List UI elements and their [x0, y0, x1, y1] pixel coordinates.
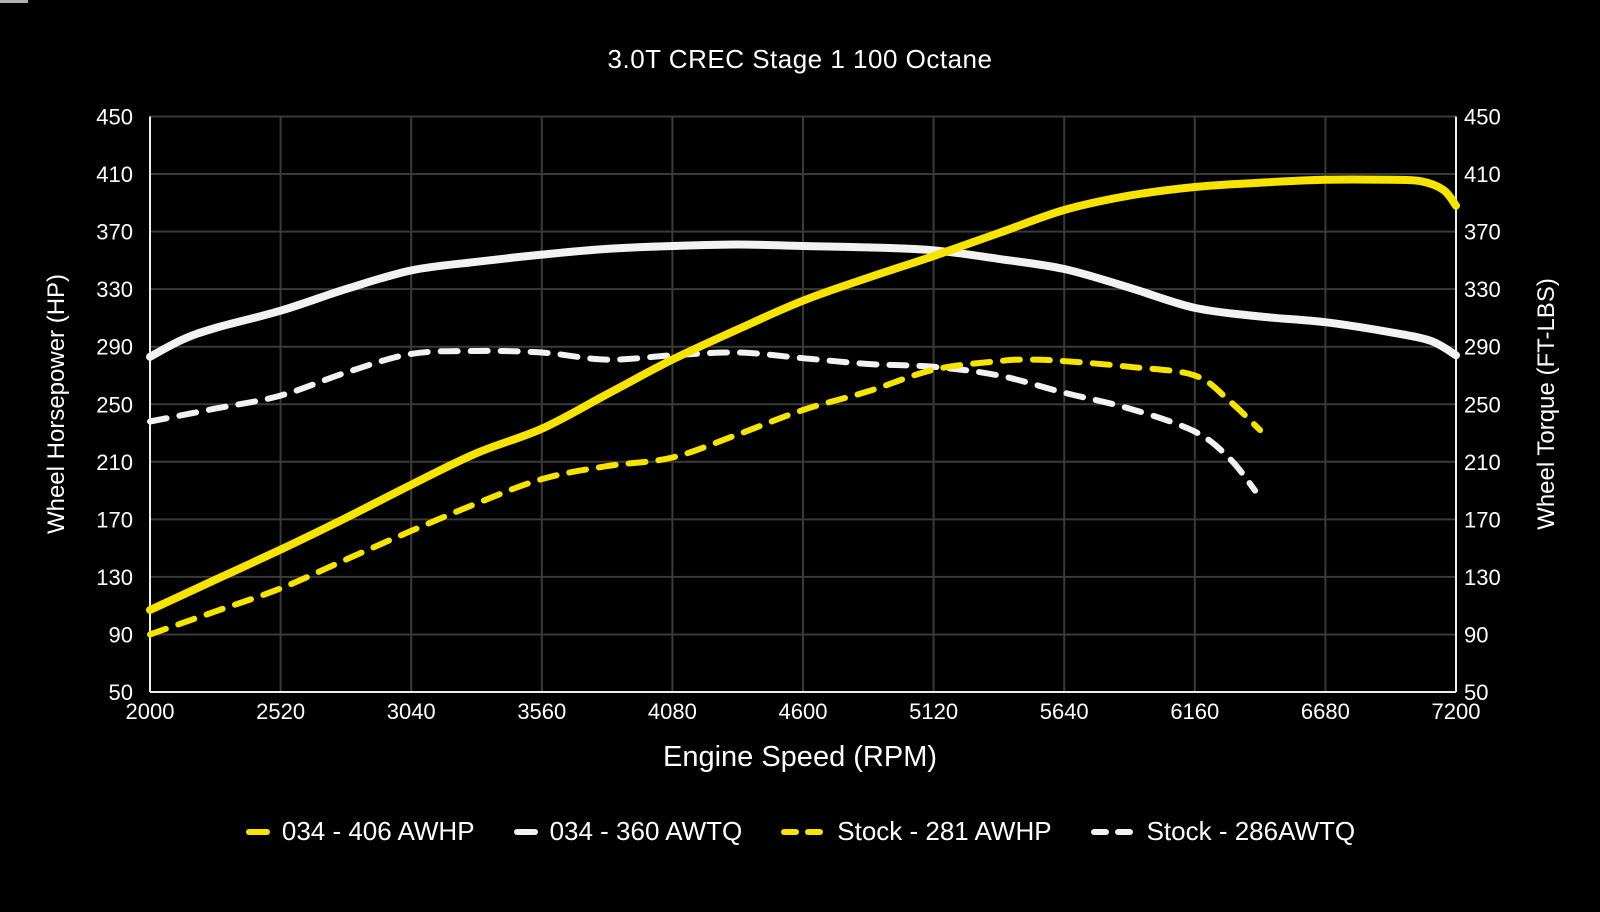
y-tick-label-right: 330	[1464, 277, 1501, 302]
curve-stock-281-awhp	[147, 356, 1264, 638]
y-tick-label-left: 90	[109, 622, 133, 647]
y-tick-label-right: 170	[1464, 507, 1501, 532]
legend-label: 034 - 360 AWTQ	[549, 816, 743, 846]
legend-item-stock-286awtq: Stock - 286AWTQ	[1090, 816, 1356, 847]
legend-item-034-360-awtq: 034 - 360 AWTQ	[513, 816, 743, 847]
legend-label: Stock - 286AWTQ	[1146, 816, 1356, 846]
y-tick-label-right: 370	[1464, 220, 1501, 245]
x-tick-label: 2520	[256, 699, 305, 724]
y-tick-label-left: 250	[96, 392, 133, 417]
y-axis-title-right: Wheel Torque (FT-LBS)	[1533, 278, 1560, 530]
y-tick-label-right: 210	[1464, 450, 1501, 475]
curve-034-360-awtq	[146, 240, 1460, 361]
y-tick-label-left: 290	[96, 335, 133, 360]
y-tick-label-left: 370	[96, 220, 133, 245]
x-tick-label: 4600	[779, 699, 828, 724]
legend-label: 034 - 406 AWHP	[281, 816, 475, 846]
x-tick-label: 3560	[517, 699, 566, 724]
x-tick-label: 4080	[648, 699, 697, 724]
x-axis-title: Engine Speed (RPM)	[662, 741, 938, 773]
legend-item-stock-281-awhp: Stock - 281 AWHP	[780, 816, 1052, 847]
y-tick-label-right: 90	[1464, 622, 1488, 647]
x-tick-label: 7200	[1432, 699, 1481, 724]
y-tick-label-left: 330	[96, 277, 133, 302]
legend-solid-line-icon	[513, 828, 538, 835]
legend-solid-line-icon	[245, 828, 270, 835]
y-tick-label-right: 130	[1464, 565, 1501, 590]
legend-label: Stock - 281 AWHP	[837, 816, 1052, 846]
curve-034-406-awhp	[146, 175, 1460, 614]
x-tick-label: 6680	[1301, 699, 1350, 724]
screen-artifact	[0, 0, 28, 3]
chart-title: 3.0T CREC Stage 1 100 Octane	[607, 44, 993, 74]
legend-dashed-line-icon	[1090, 828, 1133, 835]
x-tick-label: 5120	[909, 699, 958, 724]
y-tick-label-left: 410	[96, 162, 133, 187]
y-axis-title-left: Wheel Horsepower (HP)	[43, 273, 70, 535]
y-tick-label-right: 250	[1464, 392, 1501, 417]
legend-item-034-406-awhp: 034 - 406 AWHP	[245, 816, 475, 847]
legend-dashed-line-icon	[781, 828, 824, 835]
y-tick-label-right: 410	[1464, 162, 1501, 187]
y-tick-label-right: 50	[1464, 680, 1488, 705]
y-tick-label-right: 290	[1464, 335, 1501, 360]
x-tick-label: 5640	[1040, 699, 1089, 724]
x-tick-label: 2000	[126, 699, 175, 724]
legend: 034 - 406 AWHP 034 - 360 AWTQ Stock - 281 …	[0, 816, 1600, 847]
y-tick-label-left: 450	[96, 105, 133, 130]
y-tick-label-right: 450	[1464, 105, 1501, 130]
curve-stock-286awtq	[147, 347, 1259, 494]
y-tick-label-left: 210	[96, 450, 133, 475]
y-tick-label-left: 130	[96, 565, 133, 590]
x-tick-label: 3040	[387, 699, 436, 724]
x-tick-label: 6160	[1170, 699, 1219, 724]
y-tick-label-left: 50	[109, 680, 133, 705]
y-tick-label-left: 170	[96, 507, 133, 532]
